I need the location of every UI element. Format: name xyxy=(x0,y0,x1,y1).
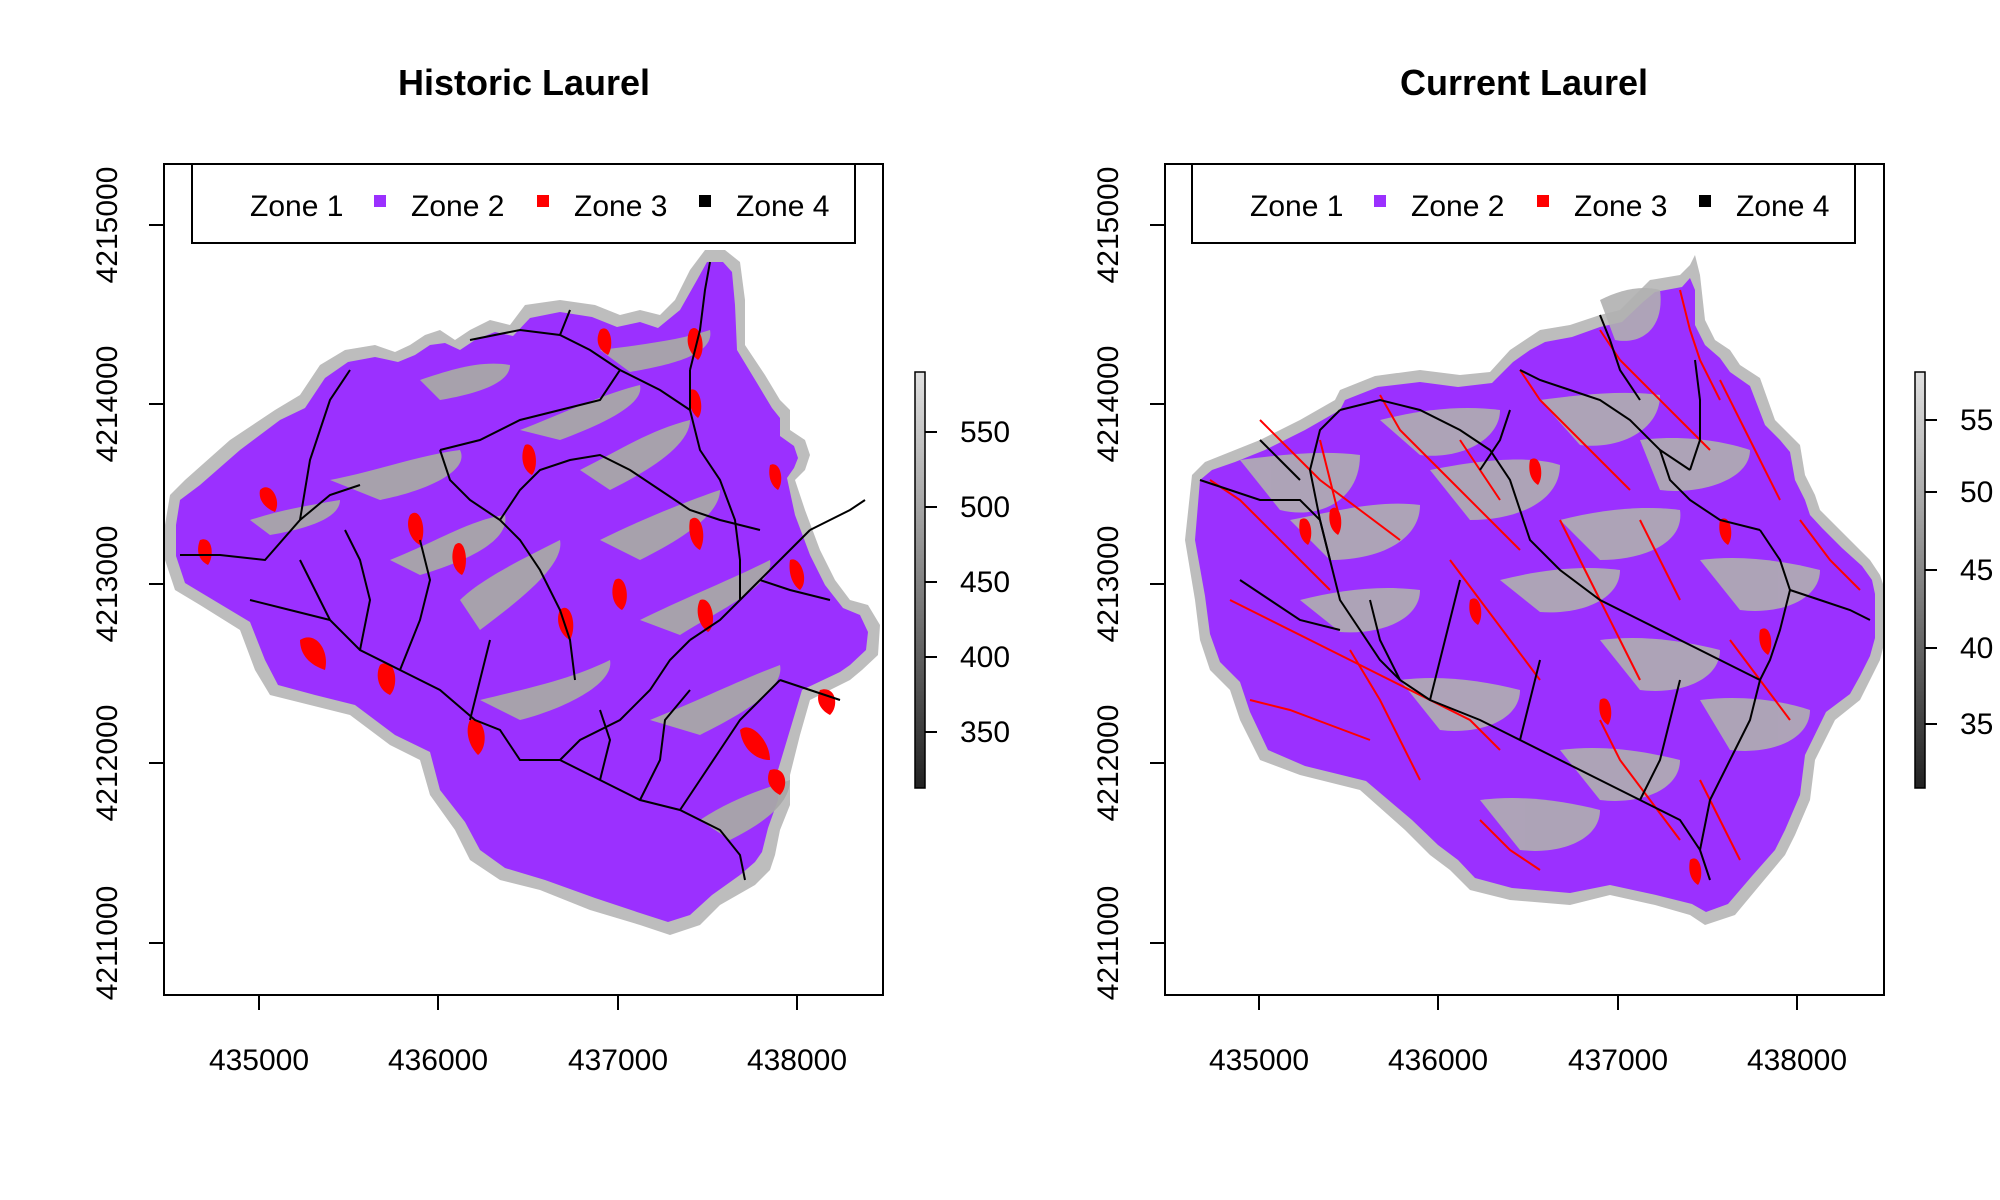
legend-swatch-zone3 xyxy=(537,195,549,207)
zone3-patches xyxy=(1299,458,1772,885)
legend-swatch-zone4 xyxy=(1699,195,1711,207)
zone3-patches xyxy=(198,327,836,795)
x-axis: 435000 436000 437000 438000 xyxy=(209,994,847,1077)
colorbar-tick-label: 450 xyxy=(960,566,1010,599)
y-tick-label: 4214000 xyxy=(91,346,124,463)
y-tick-label: 4211000 xyxy=(91,886,124,1001)
y-axis: 4211000 4212000 4213000 4214000 4215000 xyxy=(91,167,165,1001)
zone4-streams xyxy=(1199,314,1871,881)
watershed-map xyxy=(1185,255,1885,925)
x-tick-label: 436000 xyxy=(1388,1044,1488,1077)
x-axis: 435000 436000 437000 438000 xyxy=(1209,994,1847,1077)
valley-grey xyxy=(1240,288,1820,851)
panel-current: Current Laurel xyxy=(1092,62,1993,1077)
legend-box xyxy=(191,163,856,244)
colorbar-tick-label: 55 xyxy=(1960,404,1993,437)
panel-title: Current Laurel xyxy=(1400,62,1648,103)
legend-swatch-zone3 xyxy=(1537,195,1549,207)
colorbar-tick-label: 550 xyxy=(960,416,1010,449)
x-tick-label: 435000 xyxy=(1209,1044,1309,1077)
x-tick-label: 437000 xyxy=(1568,1044,1668,1077)
colorbar-tick-label: 400 xyxy=(960,641,1010,674)
watershed-map xyxy=(165,250,880,935)
colorbar: 55 50 45 40 35 xyxy=(1914,371,1993,789)
legend: Zone 1 Zone 2 Zone 3 Zone 4 xyxy=(1191,163,1856,244)
colorbar: 550 500 450 400 350 xyxy=(914,371,1010,789)
legend-box xyxy=(1191,163,1856,244)
legend-label-zone4: Zone 4 xyxy=(736,190,829,223)
legend-label-zone1: Zone 1 xyxy=(1250,190,1343,223)
y-tick-label: 4211000 xyxy=(1092,886,1125,1001)
colorbar-tick-label: 50 xyxy=(1960,476,1993,509)
legend-swatch-zone4 xyxy=(699,195,711,207)
colorbar-tick-label: 45 xyxy=(1960,554,1993,587)
y-tick-label: 4213000 xyxy=(1092,526,1125,643)
panel-historic: Historic Laurel xyxy=(91,62,1010,1077)
x-tick-label: 435000 xyxy=(209,1044,309,1077)
x-tick-label: 438000 xyxy=(747,1044,847,1077)
legend-label-zone3: Zone 3 xyxy=(574,190,667,223)
y-tick-label: 4212000 xyxy=(1092,705,1125,822)
legend-label-zone3: Zone 3 xyxy=(1574,190,1667,223)
colorbar-tick-label: 40 xyxy=(1960,632,1993,665)
colorbar-ramp xyxy=(1914,371,1926,789)
legend-swatch-zone2 xyxy=(374,195,386,207)
y-tick-label: 4215000 xyxy=(1092,167,1125,284)
colorbar-ramp xyxy=(914,371,926,789)
y-tick-label: 4213000 xyxy=(91,526,124,643)
x-tick-label: 437000 xyxy=(568,1044,668,1077)
legend-label-zone4: Zone 4 xyxy=(1736,190,1829,223)
legend: Zone 1 Zone 2 Zone 3 Zone 4 xyxy=(191,163,856,244)
x-tick-label: 436000 xyxy=(388,1044,488,1077)
legend-label-zone1: Zone 1 xyxy=(250,190,343,223)
y-axis: 4211000 4212000 4213000 4214000 4215000 xyxy=(1092,167,1166,1001)
legend-label-zone2: Zone 2 xyxy=(1411,190,1504,223)
y-tick-label: 4212000 xyxy=(91,705,124,822)
colorbar-tick-label: 350 xyxy=(960,716,1010,749)
legend-label-zone2: Zone 2 xyxy=(411,190,504,223)
x-tick-label: 438000 xyxy=(1747,1044,1847,1077)
y-tick-label: 4215000 xyxy=(91,167,124,284)
y-tick-label: 4214000 xyxy=(1092,346,1125,463)
colorbar-tick-label: 500 xyxy=(960,491,1010,524)
panel-title: Historic Laurel xyxy=(398,62,650,103)
colorbar-tick-label: 35 xyxy=(1960,708,1993,741)
legend-swatch-zone2 xyxy=(1374,195,1386,207)
zone4-streams xyxy=(180,261,866,881)
